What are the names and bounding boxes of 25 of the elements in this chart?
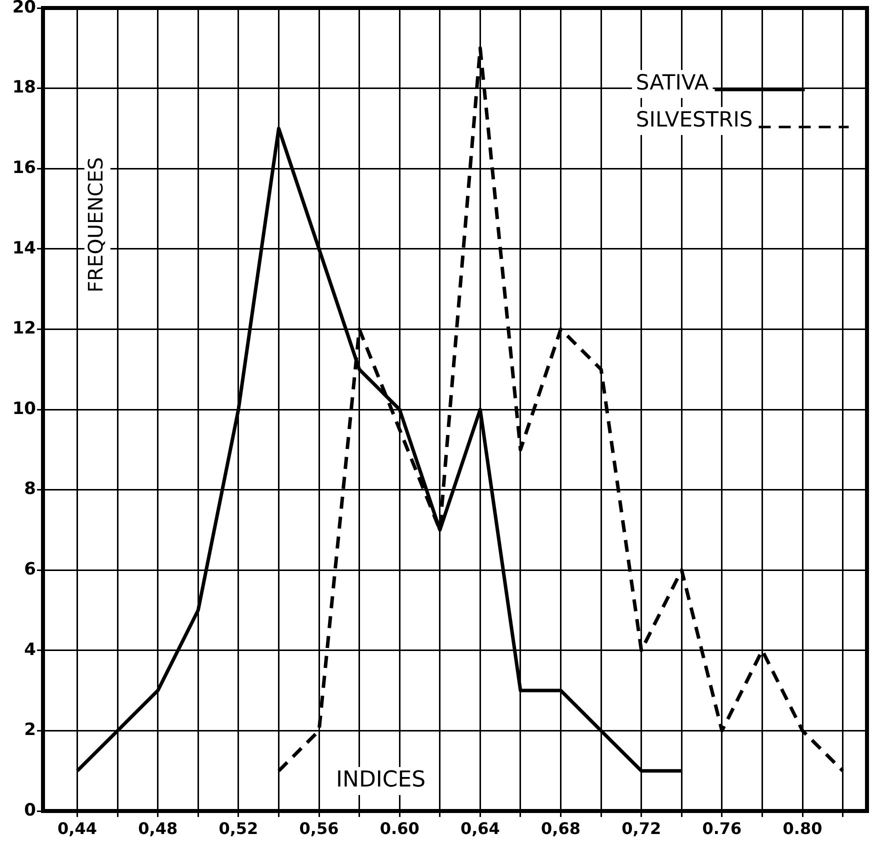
- y-tick-label: 14: [12, 238, 36, 258]
- y-tick-label: 20: [12, 0, 36, 18]
- y-axis-title: FREQUENCES: [84, 157, 108, 292]
- y-tick-label: 12: [12, 318, 36, 339]
- y-tick-label: 2: [24, 720, 36, 740]
- x-tick-label: 0,72: [622, 818, 662, 838]
- y-tick-label: 0: [24, 800, 36, 820]
- x-tick-label: 0.60: [380, 818, 420, 838]
- y-tick-label: 16: [12, 158, 36, 178]
- x-axis-title: INDICES: [336, 768, 426, 793]
- x-tick-label: 0,44: [58, 818, 97, 838]
- x-tick-label: 0.76: [702, 818, 742, 838]
- y-tick-label: 6: [24, 560, 36, 580]
- y-tick-label: 18: [12, 78, 36, 98]
- x-tick-label: 0.80: [782, 818, 822, 838]
- x-tick-label: 0,64: [460, 818, 500, 838]
- legend-label: SILVESTRIS: [636, 107, 753, 132]
- x-tick-label: 0,52: [218, 818, 258, 838]
- x-tick-label: 0,48: [138, 818, 178, 838]
- y-tick-label: 8: [24, 479, 36, 500]
- x-tick-label: 0,68: [541, 818, 581, 838]
- x-tick-label: 0,56: [299, 818, 339, 838]
- legend-label: SATIVA: [636, 70, 710, 94]
- y-tick-label: 10: [12, 398, 36, 419]
- y-tick-label: 4: [24, 640, 36, 660]
